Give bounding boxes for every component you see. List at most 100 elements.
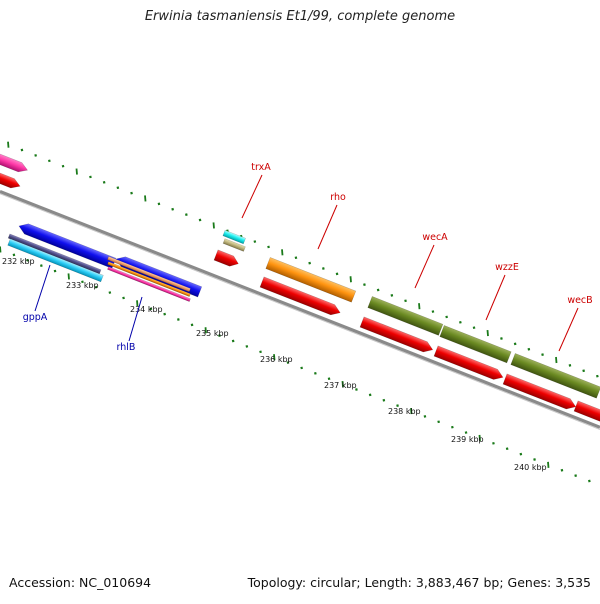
gene-arrow (107, 261, 191, 297)
backbone (0, 190, 600, 430)
tick-dot-lower (410, 407, 413, 415)
gene-label-rhlB: rhlB (117, 342, 136, 353)
tick-dot-lower (396, 404, 399, 407)
tick-dot-lower (368, 393, 372, 397)
gene-arrow (502, 373, 577, 410)
tick-dot-lower (177, 318, 180, 321)
tick-dot-lower (218, 334, 221, 337)
gene-label-trxA: trxA (251, 162, 271, 173)
backbone-highlight (0, 193, 600, 430)
gene-arrow (510, 353, 600, 399)
tick-dot-upper (541, 353, 544, 356)
tick-dot-lower (574, 474, 577, 477)
tick-dot-lower (327, 377, 331, 381)
tick-dot-lower (464, 431, 468, 434)
tick-dot-upper (185, 213, 188, 216)
tick-dot-lower (190, 323, 194, 327)
tick-label-237: 237 kbp (324, 381, 357, 390)
tick-dot-lower (382, 398, 386, 402)
tick-dot-lower (53, 269, 57, 273)
tick-dot-lower (245, 345, 249, 348)
gene-label-wzzE: wzzE (495, 262, 519, 273)
tick-dot-lower (94, 285, 98, 289)
gene-label-rho: rho (330, 192, 346, 203)
gene-arrow (107, 256, 191, 293)
gene-arrow (265, 257, 357, 303)
tick-label-232: 232 kbp (2, 257, 35, 266)
tick-dot-upper (61, 164, 65, 168)
tick-dot-upper (89, 175, 92, 179)
gene-arrow (222, 229, 246, 245)
gene-arrow (213, 249, 239, 267)
tick-dot-lower (300, 366, 303, 370)
tick-dot-upper (48, 159, 51, 163)
tick-label-234: 234 kbp (130, 305, 163, 314)
tick-dot-lower (259, 350, 262, 354)
tick-dot-upper (568, 364, 572, 367)
tick-label-238: 238 kbp (388, 407, 421, 416)
tick-dot-upper (486, 330, 489, 337)
tick-dot-lower (519, 452, 523, 456)
tick-dot-upper (527, 347, 531, 351)
leader-line-rho (317, 204, 338, 250)
tick-dot-upper (404, 299, 407, 303)
gene-feature-20 (573, 400, 600, 423)
gene-features (0, 152, 600, 423)
gene-arrow (18, 223, 117, 269)
tick-dot-upper (20, 148, 24, 152)
gene-arrow (359, 316, 434, 353)
tick-dot-lower (12, 253, 16, 257)
gene-feature-11 (213, 249, 239, 267)
leader-line-wzzE (485, 274, 506, 321)
tick-dot-upper (513, 342, 517, 346)
tick-dot-upper (157, 202, 161, 206)
tick-label-240: 240 kbp (514, 463, 547, 472)
tick-dot-lower (204, 327, 207, 334)
backbone-line (0, 190, 600, 429)
tick-dot-upper (267, 245, 270, 249)
gene-feature-5 (7, 238, 104, 283)
tick-dot-lower (314, 371, 317, 375)
gene-feature-19 (502, 373, 577, 410)
tick-dot-upper (75, 168, 78, 175)
gene-arrow (7, 238, 104, 283)
tick-dot-upper (308, 261, 311, 265)
tick-dot-upper (294, 256, 298, 260)
tick-dot-upper (555, 356, 558, 364)
tick-dot-upper (472, 326, 476, 330)
tick-dot-upper (418, 303, 421, 310)
tick-dot-lower (163, 312, 166, 316)
map-title: Erwinia tasmaniensis Et1/99, complete ge… (144, 9, 456, 24)
gene-feature-0 (0, 152, 28, 173)
gene-label-wecA: wecA (422, 232, 448, 243)
tick-dot-upper (116, 186, 120, 190)
kbp-ticks: 232 kbp 233 kbp 234 kbp 235 kbp 236 kbp 237 k… (2, 257, 547, 472)
tick-dot-lower (505, 447, 509, 451)
gene-feature-12 (265, 257, 357, 303)
tick-dot-upper (322, 267, 325, 270)
tick-dot-upper (390, 294, 394, 297)
topology-text: Topology: circular; Length: 3,883,467 bp… (247, 575, 591, 590)
tick-dot-upper (349, 276, 352, 283)
gene-feature-2 (18, 223, 117, 269)
gene-feature-18 (433, 345, 504, 380)
tick-dot-lower (231, 339, 235, 343)
tick-dot-upper (144, 195, 147, 202)
tick-label-236: 236 kbp (260, 355, 293, 364)
tick-dot-lower (533, 458, 536, 461)
tick-dot-upper (7, 141, 10, 148)
tick-dot-lower (136, 300, 139, 307)
gene-arrow (433, 345, 504, 380)
tick-dot-lower (40, 264, 43, 267)
gene-feature-8 (107, 266, 191, 302)
gene-arrow (222, 238, 246, 252)
gene-arrow (439, 325, 512, 364)
tick-dot-lower (81, 280, 84, 284)
accession-text: Accession: NC_010694 (9, 575, 152, 590)
tick-label-239: 239 kbp (451, 435, 484, 444)
gene-feature-15 (439, 325, 512, 364)
tick-dot-lower (492, 441, 495, 445)
tick-dots (0, 141, 599, 483)
gene-arrow (573, 400, 600, 423)
